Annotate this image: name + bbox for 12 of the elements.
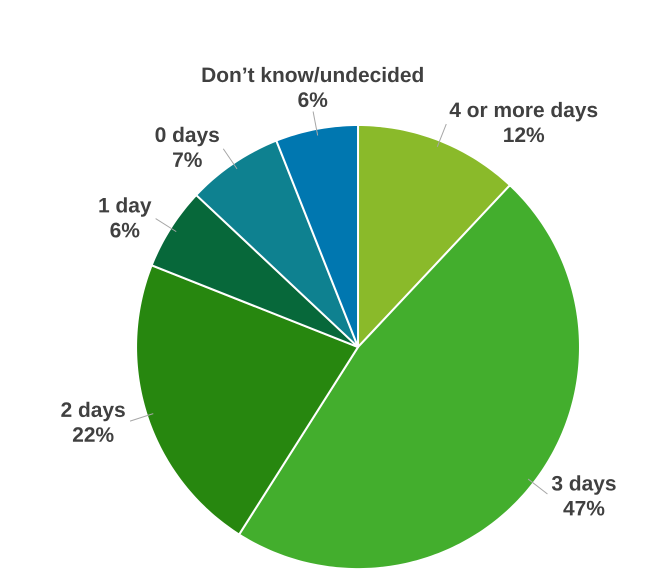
slice-label: 4 or more days [450, 102, 598, 122]
slice-label: 3 days [552, 475, 616, 495]
data-label: 6% [298, 92, 328, 108]
data-label: 47% [563, 500, 604, 516]
data-label: 7% [173, 152, 202, 167]
slice-label: 1 day [99, 197, 152, 217]
slice-label: Don’t know/undecided [202, 66, 423, 82]
data-label: 22% [72, 427, 114, 442]
data-label: 6% [110, 222, 140, 238]
data-label: 12% [504, 127, 544, 142]
slice-label: 0 days [156, 126, 219, 146]
slice-label: 2 days [61, 402, 125, 422]
